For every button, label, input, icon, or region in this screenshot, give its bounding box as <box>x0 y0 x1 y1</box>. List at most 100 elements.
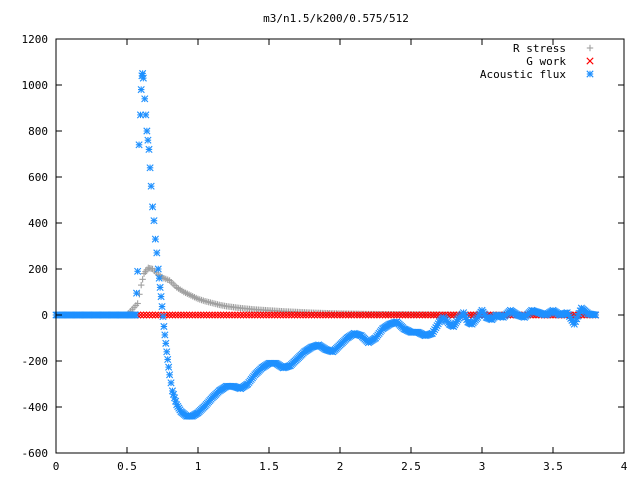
y-tick-label: 600 <box>28 171 48 184</box>
data-point <box>217 311 225 319</box>
data-point <box>302 311 310 319</box>
data-point <box>330 311 338 319</box>
data-point <box>592 311 600 319</box>
data-point <box>151 235 159 243</box>
data-point <box>142 111 150 119</box>
data-point <box>194 311 202 319</box>
data-point <box>136 111 145 119</box>
data-point <box>353 311 361 319</box>
data-point <box>159 312 167 321</box>
data-point <box>387 311 395 319</box>
data-point <box>147 182 155 190</box>
data-point <box>163 348 171 356</box>
data-point <box>214 311 222 319</box>
legend-label: R stress <box>513 42 566 55</box>
data-point <box>373 311 381 319</box>
y-tick-label: 200 <box>28 263 48 276</box>
data-point <box>336 311 344 319</box>
y-tick-label: 400 <box>28 217 48 230</box>
plot-area <box>52 69 600 420</box>
data-point <box>139 74 147 82</box>
data-point <box>134 267 142 275</box>
x-tick-label: 1 <box>195 460 202 473</box>
y-tick-label: 0 <box>41 309 48 322</box>
data-point <box>404 311 412 319</box>
data-point <box>396 311 404 319</box>
data-point <box>145 311 154 319</box>
data-point <box>148 311 157 319</box>
data-point <box>393 311 401 319</box>
data-point <box>155 274 163 282</box>
legend-marker <box>586 70 594 78</box>
data-point <box>259 311 267 319</box>
legend-label: G work <box>526 55 566 68</box>
x-axis: 0 0.5 1 1.5 2 2.5 3 3.5 4 <box>53 39 628 473</box>
data-point <box>162 339 170 347</box>
data-point <box>271 311 279 319</box>
data-point <box>202 311 211 319</box>
data-point <box>167 379 175 387</box>
data-point <box>239 311 248 319</box>
data-point <box>234 311 242 319</box>
data-point <box>171 311 179 319</box>
data-point <box>268 311 276 319</box>
data-point <box>359 311 367 319</box>
data-point <box>288 311 296 319</box>
data-point <box>200 311 208 319</box>
data-point <box>231 311 239 319</box>
y-tick-label: -600 <box>22 447 49 460</box>
data-point <box>322 311 330 319</box>
data-point <box>245 311 253 319</box>
x-tick-label: 0.5 <box>117 460 137 473</box>
data-point <box>401 311 409 319</box>
legend-label: Acoustic flux <box>480 68 566 81</box>
data-point <box>164 355 172 364</box>
legend-marker <box>586 57 594 65</box>
y-axis: -600 -400 -200 0 200 400 600 800 1000 1200 <box>22 33 624 460</box>
data-point <box>265 311 273 319</box>
data-point <box>350 311 358 319</box>
data-point <box>339 311 347 319</box>
data-point <box>153 249 161 257</box>
data-point <box>356 311 364 319</box>
data-point <box>319 311 327 319</box>
data-point <box>364 311 372 319</box>
data-point <box>161 331 169 339</box>
data-point <box>256 311 265 319</box>
x-tick-label: 3 <box>479 460 486 473</box>
data-point <box>421 311 429 319</box>
data-point <box>154 311 162 319</box>
y-tick-label: 1200 <box>22 33 49 46</box>
data-point <box>310 311 319 319</box>
data-point <box>185 311 194 319</box>
data-point <box>273 311 282 319</box>
data-point <box>137 86 145 94</box>
data-point <box>180 311 188 319</box>
data-point <box>415 311 424 319</box>
data-point <box>381 311 390 319</box>
data-point <box>137 311 145 319</box>
x-tick-label: 0 <box>53 460 60 473</box>
data-point <box>211 311 219 319</box>
data-point <box>418 311 426 319</box>
data-point <box>205 311 213 319</box>
data-point <box>131 311 140 319</box>
data-point <box>188 311 196 319</box>
data-point <box>299 311 307 319</box>
data-point <box>316 311 324 319</box>
x-tick-label: 2 <box>337 460 344 473</box>
chart-title: m3/n1.5/k200/0.575/512 <box>263 12 409 25</box>
y-tick-label: -200 <box>22 355 49 368</box>
data-point <box>347 311 355 319</box>
data-point <box>237 311 245 319</box>
data-point <box>183 311 191 319</box>
data-point <box>398 311 407 319</box>
data-point <box>325 311 333 319</box>
data-point <box>413 311 421 319</box>
legend-marker <box>586 44 594 52</box>
data-point <box>166 311 174 319</box>
data-point <box>143 127 151 135</box>
data-point <box>225 311 233 319</box>
data-point <box>191 311 199 319</box>
